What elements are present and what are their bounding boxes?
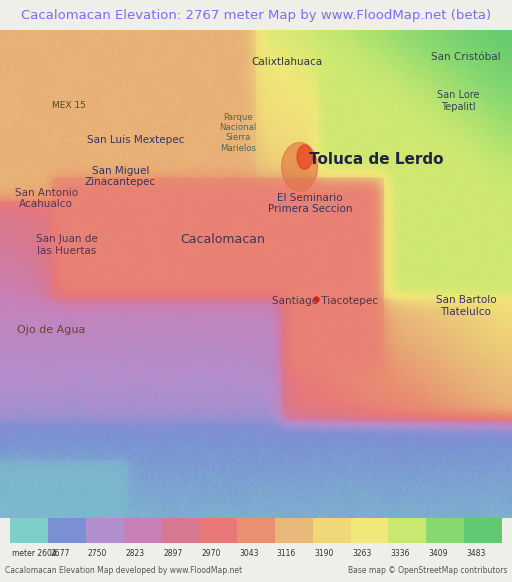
Bar	[124, 518, 161, 543]
Text: San Cristóbal: San Cristóbal	[431, 52, 501, 62]
Text: Cacalomacan Elevation: 2767 meter Map by www.FloodMap.net (beta): Cacalomacan Elevation: 2767 meter Map by…	[21, 9, 491, 22]
Text: 3043: 3043	[239, 548, 259, 558]
Text: 2750: 2750	[88, 548, 107, 558]
Text: 2823: 2823	[125, 548, 145, 558]
Text: 3336: 3336	[390, 548, 410, 558]
Text: El Seminario
Primera Seccion: El Seminario Primera Seccion	[267, 193, 352, 214]
Bar	[161, 518, 199, 543]
Text: Parque
Nacional
Sierra
Marielos: Parque Nacional Sierra Marielos	[220, 112, 257, 153]
Text: 3116: 3116	[277, 548, 296, 558]
Bar	[313, 518, 351, 543]
Text: San Antonio
Acahualco: San Antonio Acahualco	[14, 188, 78, 210]
Text: Base map © OpenStreetMap contributors: Base map © OpenStreetMap contributors	[348, 566, 507, 576]
Bar	[351, 518, 388, 543]
Bar	[275, 518, 313, 543]
Text: 2677: 2677	[50, 548, 70, 558]
Bar	[426, 518, 464, 543]
Text: 3190: 3190	[315, 548, 334, 558]
Text: San Juan de
las Huertas: San Juan de las Huertas	[36, 234, 97, 255]
Text: 3483: 3483	[466, 548, 485, 558]
Text: San Bartolo
Tlatelulco: San Bartolo Tlatelulco	[436, 295, 496, 317]
Text: 3263: 3263	[352, 548, 372, 558]
Text: Ojo de Agua: Ojo de Agua	[17, 325, 86, 335]
Text: 3409: 3409	[428, 548, 447, 558]
Bar	[10, 518, 48, 543]
Bar	[388, 518, 426, 543]
Text: Calixtlahuaca: Calixtlahuaca	[251, 57, 322, 67]
Text: Toluca de Lerdo: Toluca de Lerdo	[309, 152, 443, 167]
Bar	[237, 518, 275, 543]
Bar	[464, 518, 502, 543]
Bar	[86, 518, 124, 543]
Text: Cacalomacan: Cacalomacan	[180, 232, 265, 246]
Text: San Luis Mextepec: San Luis Mextepec	[87, 135, 184, 145]
Text: Santiago Tiacotepec: Santiago Tiacotepec	[272, 296, 378, 306]
Bar	[199, 518, 237, 543]
Bar	[48, 518, 86, 543]
Text: San Miguel
Zinacantepec: San Miguel Zinacantepec	[85, 166, 156, 187]
Ellipse shape	[282, 143, 317, 191]
Text: meter 2604: meter 2604	[12, 548, 57, 558]
Ellipse shape	[297, 145, 312, 169]
Text: 2897: 2897	[163, 548, 183, 558]
Text: MEX 15: MEX 15	[52, 101, 86, 111]
Text: San Lore
Tepalitl: San Lore Tepalitl	[437, 90, 480, 112]
Text: 2970: 2970	[201, 548, 221, 558]
Text: Cacalomacan Elevation Map developed by www.FloodMap.net: Cacalomacan Elevation Map developed by w…	[5, 566, 242, 576]
